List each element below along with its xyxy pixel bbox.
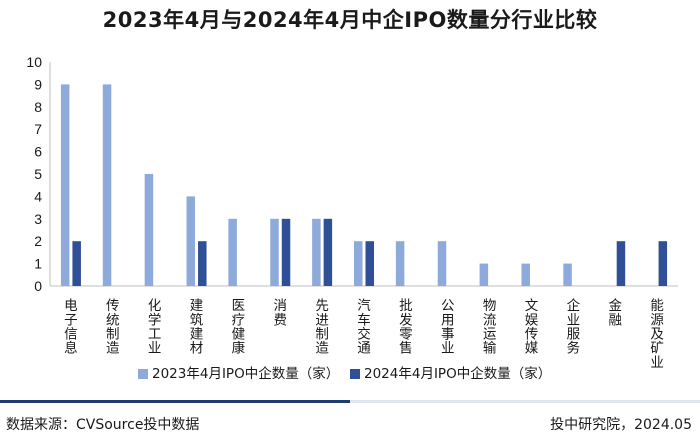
y-tick-label: 4 bbox=[34, 188, 42, 204]
bar-2023 bbox=[102, 84, 112, 287]
bar-2023 bbox=[270, 218, 279, 286]
y-tick-label: 8 bbox=[34, 99, 42, 115]
y-tick-label: 5 bbox=[34, 166, 42, 182]
x-tick-label: 建筑建材 bbox=[190, 298, 204, 357]
x-tick-label: 文娱传媒 bbox=[525, 298, 539, 357]
bar-2023 bbox=[144, 174, 154, 286]
x-tick-label: 汽车交通 bbox=[357, 298, 371, 357]
bar-2024 bbox=[365, 241, 374, 286]
source-note: 数据来源：CVSource投中数据 bbox=[6, 417, 200, 433]
bar-2024 bbox=[658, 241, 668, 286]
x-tick-label: 公用事业 bbox=[441, 298, 455, 357]
bar-2024 bbox=[616, 241, 626, 286]
legend-label: 2024年4月IPO中企数量（家） bbox=[364, 365, 551, 382]
bar-2024 bbox=[323, 218, 333, 286]
y-tick-label: 10 bbox=[26, 54, 42, 70]
footer-divider bbox=[0, 400, 700, 403]
x-tick-label: 化学工业 bbox=[148, 298, 162, 357]
legend-swatch bbox=[138, 369, 148, 379]
x-tick-label: 电子信息 bbox=[64, 298, 78, 357]
x-tick-label: 医疗健康 bbox=[232, 298, 246, 357]
y-tick-label: 7 bbox=[34, 121, 42, 137]
y-tick-label: 3 bbox=[34, 211, 42, 227]
bar-2023 bbox=[521, 263, 530, 286]
y-tick-label: 2 bbox=[34, 233, 42, 249]
y-tick-label: 9 bbox=[34, 76, 42, 92]
bar-2024 bbox=[281, 218, 291, 286]
bar-2023 bbox=[312, 218, 321, 286]
x-tick-label: 批发零售 bbox=[399, 298, 413, 357]
bar-chart: 0 1 2 3 4 5 6 7 8 9 10 电子信息 传统制造 化学工业 建筑建材 医疗健康 消费 先进制造 汽车… bbox=[26, 54, 678, 382]
bar-2024 bbox=[72, 241, 81, 286]
x-tick-label: 金融 bbox=[608, 298, 622, 328]
y-tick-label: 0 bbox=[34, 278, 42, 294]
x-tick-label: 先进制造 bbox=[315, 298, 329, 357]
chart-title: 2023年4月与2024年4月中企IPO数量分行业比较 bbox=[102, 8, 598, 32]
x-tick-label: 消费 bbox=[274, 298, 288, 328]
x-tick-label: 传统制造 bbox=[106, 298, 120, 357]
x-tick-label: 能源及矿业 bbox=[650, 298, 664, 371]
y-tick-label: 1 bbox=[34, 256, 42, 272]
bar-2023 bbox=[60, 84, 70, 287]
x-tick-label: 物流运输 bbox=[483, 298, 497, 357]
credit-note: 投中研究院，2024.05 bbox=[550, 417, 692, 433]
bar-2023 bbox=[437, 241, 447, 286]
bar-2023 bbox=[395, 241, 405, 286]
bar-2023 bbox=[479, 263, 489, 286]
bar-2024 bbox=[198, 241, 207, 286]
legend-label: 2023年4月IPO中企数量（家） bbox=[152, 365, 339, 382]
legend-swatch bbox=[350, 369, 360, 379]
y-tick-label: 6 bbox=[34, 144, 42, 160]
bar-2023 bbox=[228, 218, 237, 286]
bar-2023 bbox=[186, 196, 196, 286]
footer-divider-accent bbox=[0, 400, 350, 403]
bar-2023 bbox=[563, 263, 572, 286]
x-tick-label: 企业服务 bbox=[567, 297, 581, 357]
bar-2023 bbox=[354, 241, 363, 286]
